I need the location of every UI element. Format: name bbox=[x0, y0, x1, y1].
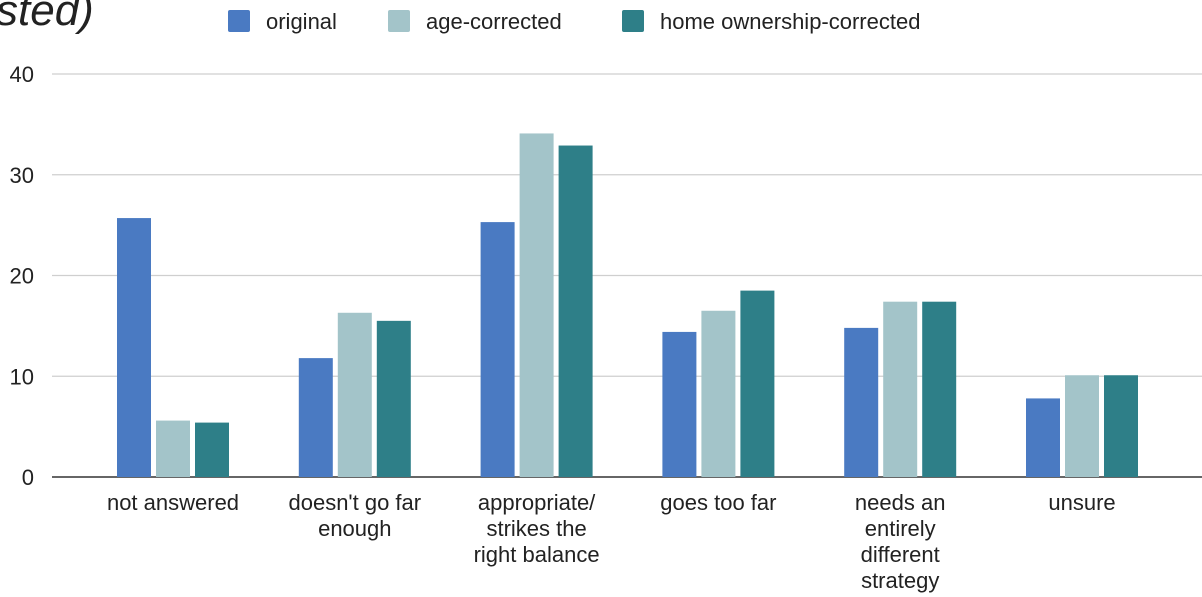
y-axis-ticks: 0 10 20 30 40 bbox=[10, 62, 34, 490]
bars bbox=[117, 133, 1138, 477]
bar-age-corrected bbox=[519, 133, 554, 477]
x-tick-label: doesn't go far enough bbox=[288, 490, 421, 541]
x-tick-label: needs an entirely different strategy bbox=[855, 490, 946, 593]
x-tick-label: unsure bbox=[1048, 490, 1115, 515]
bar-age-corrected bbox=[883, 301, 918, 477]
bar-age-corrected bbox=[1065, 375, 1099, 477]
bar-home-ownership-corrected bbox=[558, 145, 593, 477]
bar-home-ownership-corrected bbox=[195, 422, 229, 477]
bar-original bbox=[1026, 398, 1060, 477]
y-tick-label: 0 bbox=[22, 465, 34, 490]
legend-label: age-corrected bbox=[426, 9, 562, 34]
x-tick-label: goes too far bbox=[660, 490, 776, 515]
bar-original bbox=[480, 222, 515, 477]
x-axis-labels: not answered doesn't go far enough appropri… bbox=[107, 490, 1116, 593]
y-tick-label: 20 bbox=[10, 264, 34, 289]
legend-label: home ownership-corrected bbox=[660, 9, 920, 34]
bar-age-corrected bbox=[156, 420, 190, 477]
bar-original bbox=[117, 218, 151, 477]
bar-home-ownership-corrected bbox=[1104, 375, 1138, 477]
bar-age-corrected bbox=[701, 310, 736, 477]
x-tick-label: not answered bbox=[107, 490, 239, 515]
legend-swatch bbox=[388, 10, 410, 32]
bar-original bbox=[662, 331, 697, 477]
bar-home-ownership-corrected bbox=[922, 301, 957, 477]
legend-label: original bbox=[266, 9, 337, 34]
bar-original bbox=[298, 358, 333, 477]
chart-title-fragment: sted) bbox=[0, 0, 94, 35]
y-tick-label: 10 bbox=[10, 364, 34, 389]
bar-home-ownership-corrected bbox=[376, 320, 411, 477]
bar-home-ownership-corrected bbox=[740, 290, 775, 477]
legend-swatch bbox=[622, 10, 644, 32]
gridlines bbox=[52, 73, 1202, 478]
y-tick-label: 30 bbox=[10, 163, 34, 188]
bar-original bbox=[844, 327, 879, 477]
x-tick-label: appropriate/strikes the right balance bbox=[474, 490, 600, 567]
legend-swatch bbox=[228, 10, 250, 32]
legend: original age-corrected home ownership-corr… bbox=[228, 9, 920, 34]
y-tick-label: 40 bbox=[10, 62, 34, 87]
bar-age-corrected bbox=[337, 312, 372, 477]
